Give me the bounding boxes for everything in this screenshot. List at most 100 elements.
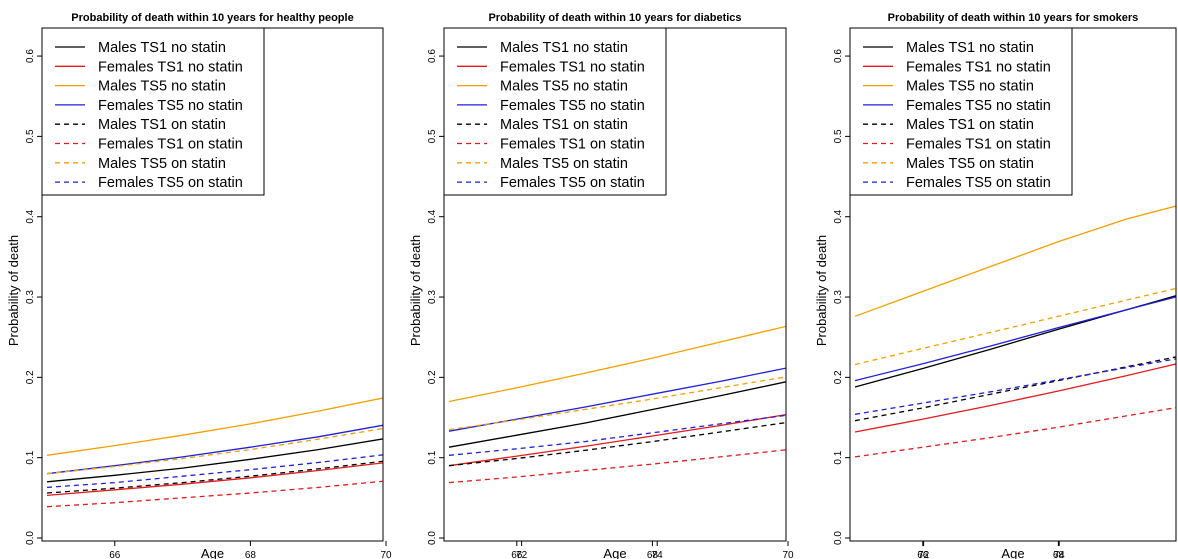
legend-label-3: Males TS5 no statin <box>98 79 226 95</box>
legend-label-1: Males TS1 no statin <box>500 40 628 56</box>
y-tick-label: 0.5 <box>427 129 438 143</box>
y-tick-label: 0.0 <box>427 531 438 545</box>
legend-label-6: Females TS1 on statin <box>906 137 1051 153</box>
legend: Males TS1 no statin Females TS1 no statin… <box>849 27 1073 196</box>
y-tick-label: 0.4 <box>833 209 844 223</box>
legend-label-2: Females TS1 no statin <box>500 59 645 75</box>
legend-label-6: Females TS1 on statin <box>98 137 243 153</box>
series-line-1 <box>854 295 1176 388</box>
y-tick-label: 0.2 <box>25 370 36 384</box>
y-axis-label: Probability of death <box>6 235 21 346</box>
legend-label-6: Females TS1 on statin <box>500 137 645 153</box>
legend-label-5: Males TS1 on statin <box>98 117 226 133</box>
x-tick-label: 68 <box>1053 550 1065 559</box>
legend-label-3: Males TS5 no statin <box>906 79 1034 95</box>
y-tick-label: 0.6 <box>833 49 844 63</box>
y-tick-label: 0.3 <box>833 290 844 304</box>
x-axis: 66 68 70 72 74 <box>109 541 663 559</box>
series-line-4 <box>448 367 786 432</box>
legend-label-8: Females TS5 on statin <box>500 175 645 191</box>
legend-label-5: Males TS1 on statin <box>500 117 628 133</box>
legend-label-1: Males TS1 no statin <box>98 40 226 56</box>
x-tick-label: 70 <box>380 550 392 559</box>
legend-label-2: Females TS1 no statin <box>98 59 243 75</box>
series-lines <box>46 397 383 508</box>
series-line-3 <box>854 205 1176 317</box>
x-tick-label: 74 <box>1054 550 1066 559</box>
y-tick-label: 0.5 <box>25 129 36 143</box>
series-line-7 <box>448 376 786 431</box>
chart-panel-1: Probability of death within 10 years for… <box>6 12 663 559</box>
chart-title: Probability of death within 10 years for… <box>488 12 741 24</box>
series-line-2 <box>46 462 383 497</box>
y-tick-label: 0.6 <box>427 49 438 63</box>
chart-title: Probability of death within 10 years for… <box>71 12 353 24</box>
y-tick-label: 0.4 <box>25 209 36 223</box>
series-line-2 <box>854 363 1176 433</box>
series-line-8 <box>448 414 786 456</box>
legend-label-2: Females TS1 no statin <box>906 59 1051 75</box>
series-line-4 <box>854 296 1176 382</box>
y-tick-label: 0.6 <box>25 49 36 63</box>
legend-label-5: Males TS1 on statin <box>906 117 1034 133</box>
legend-label-7: Males TS5 on statin <box>500 156 628 172</box>
x-tick-label: 72 <box>516 550 528 559</box>
series-lines <box>448 325 786 484</box>
legend-label-4: Females TS5 no statin <box>98 98 243 114</box>
y-axis: 0.0 0.1 0.2 0.3 0.4 0.5 0.6 <box>833 49 850 545</box>
series-lines <box>854 205 1176 458</box>
y-tick-label: 0.0 <box>833 531 844 545</box>
y-axis: 0.0 0.1 0.2 0.3 0.4 0.5 0.6 <box>427 49 444 545</box>
x-axis-label: Age <box>1001 546 1024 559</box>
series-line-7 <box>854 287 1176 366</box>
legend-label-3: Males TS5 no statin <box>500 79 628 95</box>
series-line-6 <box>448 449 786 484</box>
chart-panel-2: Probability of death within 10 years for… <box>408 12 1065 559</box>
x-tick-label: 68 <box>647 550 659 559</box>
legend-label-8: Females TS5 on statin <box>98 175 243 191</box>
legend-label-4: Females TS5 no statin <box>906 98 1051 114</box>
y-axis-label: Probability of death <box>408 235 423 346</box>
x-tick-label: 72 <box>918 550 930 559</box>
y-tick-label: 0.0 <box>25 531 36 545</box>
x-tick-label: 66 <box>917 550 929 559</box>
series-line-5 <box>854 356 1176 422</box>
legend-label-1: Males TS1 no statin <box>906 40 1034 56</box>
y-tick-label: 0.2 <box>427 370 438 384</box>
series-line-3 <box>448 325 786 403</box>
legend: Males TS1 no statin Females TS1 no statin… <box>443 27 667 196</box>
chart-title: Probability of death within 10 years for… <box>888 12 1139 24</box>
legend-box <box>443 27 667 196</box>
y-axis-label: Probability of death <box>814 235 829 346</box>
chart-panel-3: Probability of death within 10 years for… <box>814 12 1177 559</box>
y-tick-label: 0.1 <box>427 450 438 464</box>
legend-label-8: Females TS5 on statin <box>906 175 1051 191</box>
series-line-5 <box>46 460 383 494</box>
y-tick-label: 0.1 <box>833 450 844 464</box>
x-tick-label: 74 <box>652 550 664 559</box>
legend: Males TS1 no statin Females TS1 no statin… <box>41 27 265 196</box>
series-line-4 <box>46 424 383 475</box>
series-line-8 <box>854 358 1176 415</box>
y-tick-label: 0.2 <box>833 370 844 384</box>
series-line-6 <box>854 407 1176 458</box>
x-tick-label: 66 <box>511 550 523 559</box>
series-line-3 <box>46 397 383 456</box>
series-line-1 <box>46 438 383 483</box>
legend-box <box>849 27 1073 196</box>
series-line-1 <box>448 381 786 448</box>
series-line-2 <box>448 413 786 467</box>
series-line-5 <box>448 421 786 467</box>
x-tick-label: 66 <box>109 550 121 559</box>
y-tick-label: 0.4 <box>427 209 438 223</box>
y-tick-label: 0.3 <box>427 290 438 304</box>
legend-label-4: Females TS5 no statin <box>500 98 645 114</box>
x-tick-label: 68 <box>245 550 257 559</box>
x-axis-label: Age <box>603 546 626 559</box>
y-tick-label: 0.1 <box>25 450 36 464</box>
y-tick-label: 0.3 <box>25 290 36 304</box>
x-axis-label: Age <box>201 546 224 559</box>
